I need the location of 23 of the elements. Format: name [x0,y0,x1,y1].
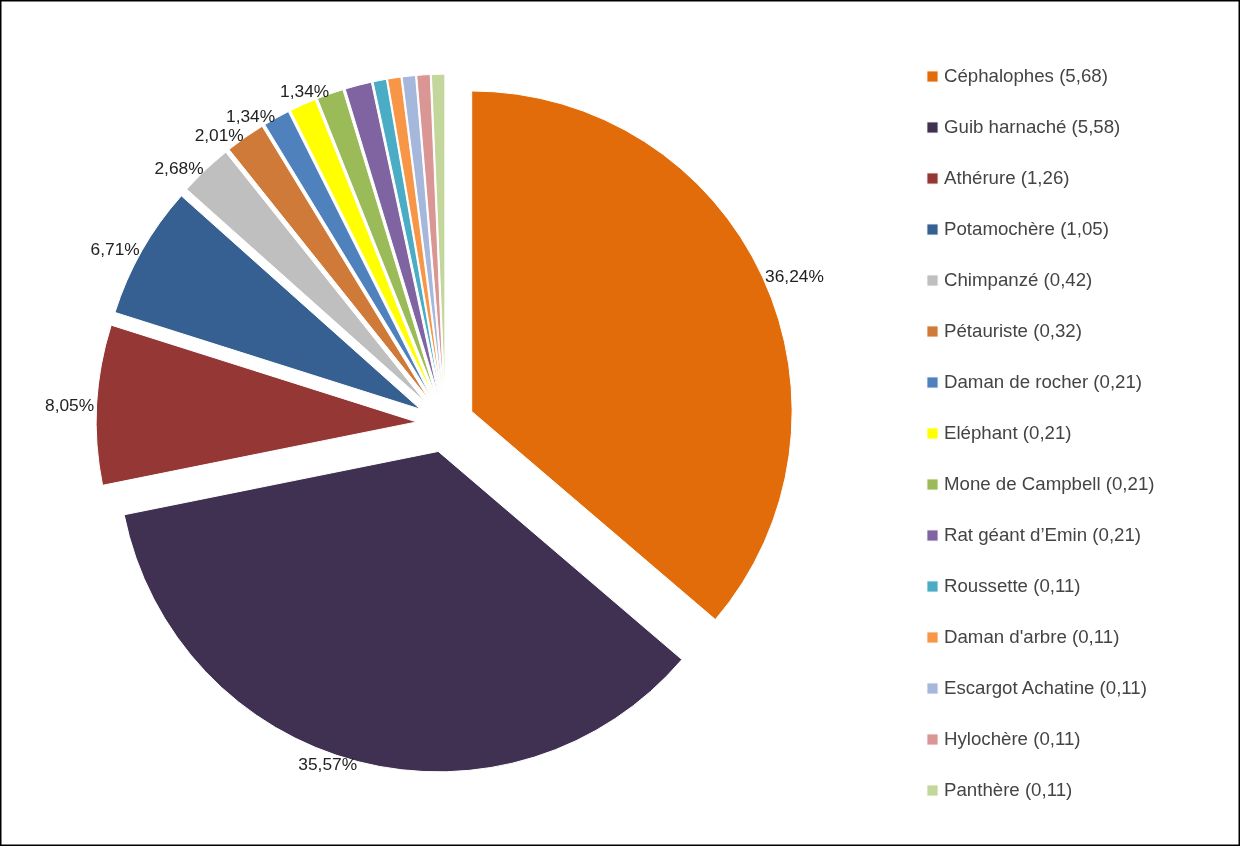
data-label: 8,05% [45,394,95,415]
legend-label: Hylochère (0,11) [944,728,1081,750]
legend-label: Roussette (0,11) [944,575,1081,597]
data-label: 2,68% [154,157,204,178]
data-label: 36,24% [765,266,824,287]
legend-label: Pétauriste (0,32) [944,320,1082,342]
legend-label: Chimpanzé (0,42) [944,269,1093,291]
legend-label: Rat géant d’Emin (0,21) [944,524,1142,546]
data-label: 6,71% [90,239,140,260]
legend-label: Athérure (1,26) [944,167,1070,189]
data-label: 35,57% [298,754,358,775]
legend-label: Escargot Achatine (0,11) [944,677,1147,699]
legend-label: Mone de Campbell (0,21) [944,473,1155,495]
legend-label: Céphalophes (5,68) [944,65,1108,87]
legend-label: Guib harnaché (5,58) [944,116,1121,138]
legend-label: Daman de rocher (0,21) [944,371,1143,393]
legend-label: Daman d'arbre (0,11) [944,626,1120,648]
data-label: 1,34% [280,81,330,102]
data-label: 1,34% [226,105,276,126]
data-label: 2,01% [194,125,244,146]
legend-label: Panthère (0,11) [944,779,1073,801]
legend-label: Potamochère (1,05) [944,218,1109,240]
legend-label: Eléphant (0,21) [944,422,1072,444]
